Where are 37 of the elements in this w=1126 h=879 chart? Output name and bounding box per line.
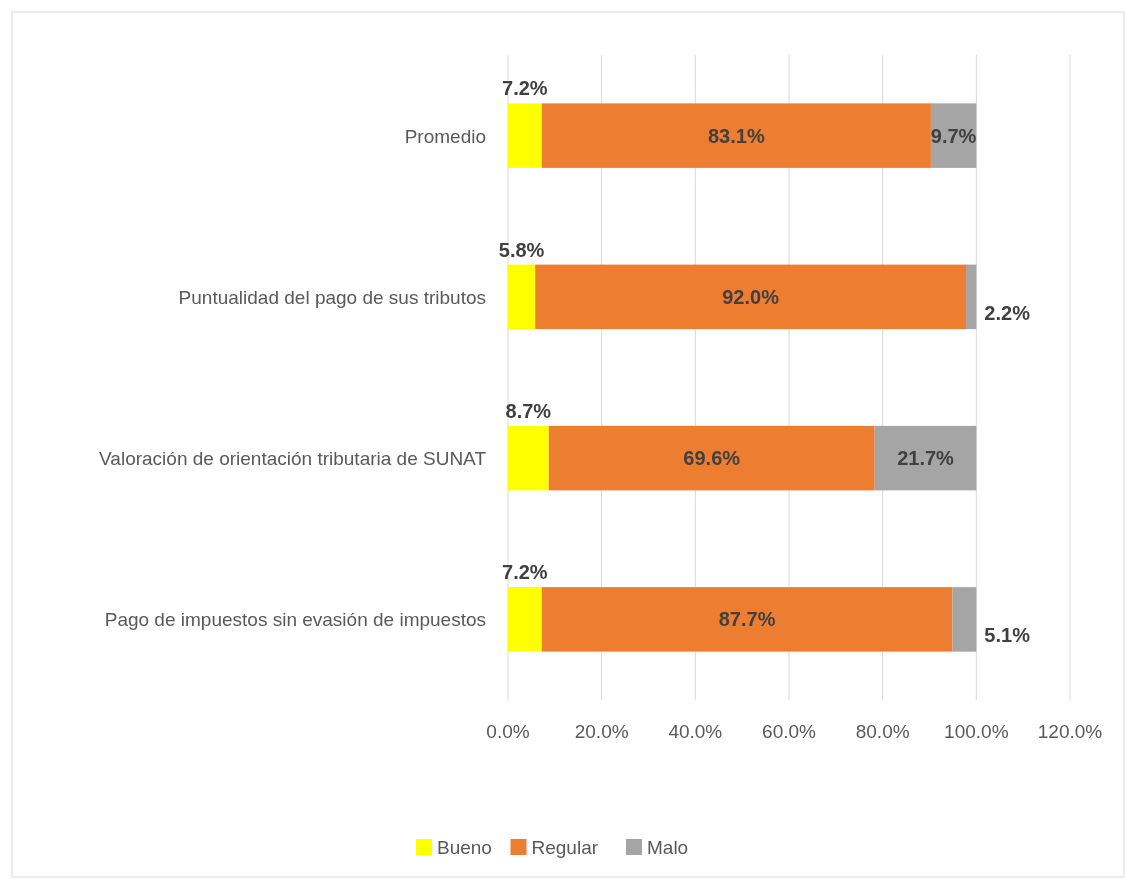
data-label: 7.2% — [502, 77, 548, 100]
x-tick-label: 40.0% — [668, 721, 723, 742]
data-label: 21.7% — [897, 447, 955, 470]
x-tick-label: 20.0% — [574, 721, 629, 742]
data-label: 92.0% — [722, 285, 780, 308]
data-label: 5.8% — [498, 238, 545, 261]
bar — [508, 103, 542, 168]
bar — [966, 264, 977, 330]
x-tick-label: 120.0% — [1037, 721, 1103, 742]
bar — [535, 264, 967, 330]
data-label: 69.6% — [683, 447, 741, 470]
x-tick-label: 80.0% — [855, 721, 910, 742]
bar — [541, 587, 953, 652]
data-label: 9.7% — [930, 124, 977, 147]
legend-label: Malo — [647, 837, 689, 858]
bar — [541, 103, 931, 168]
y-tick-label: Pago de impuestos sin evasión de impuestos — [104, 609, 486, 631]
bar — [508, 587, 542, 652]
bar — [952, 587, 977, 652]
y-tick-label: Valoración de orientación tributaria de SUNAT — [99, 448, 487, 470]
x-tick-label: 0.0% — [486, 721, 530, 742]
data-label: 87.7% — [718, 608, 776, 631]
bar — [548, 425, 875, 491]
bar — [508, 425, 549, 491]
data-label: 2.2% — [984, 301, 1031, 324]
data-label: 8.7% — [505, 399, 552, 422]
data-label: 5.1% — [984, 624, 1031, 647]
data-label: 7.2% — [502, 561, 548, 584]
bar — [874, 425, 977, 491]
x-tick-label: 60.0% — [762, 721, 817, 742]
y-tick-label: Promedio — [404, 125, 486, 147]
legend-label: Regular — [531, 837, 599, 858]
x-tick-label: 100.0% — [944, 721, 1009, 742]
y-tick-label: Puntualidad del pago de sus tributos — [178, 286, 486, 308]
legend-label: Bueno — [437, 837, 492, 858]
bar — [508, 264, 536, 330]
data-label: 83.1% — [707, 124, 765, 147]
